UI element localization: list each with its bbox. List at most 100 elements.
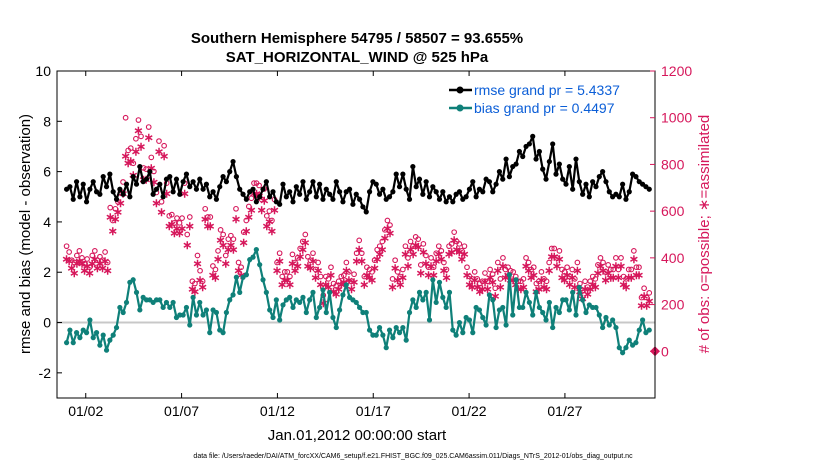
legend: rmse grand pr = 5.4337 bias grand pr = 0… [446, 77, 650, 117]
footer-data-file: data file: /Users/raeder/DAI/ATM_forcXX/… [193, 453, 633, 460]
bias-point [546, 299, 552, 306]
rmse-point [533, 156, 539, 162]
rmse-point [287, 189, 293, 195]
rmse-point [570, 186, 576, 192]
rmse-point [80, 181, 86, 187]
assimilated-obs-point: ∗ [69, 266, 79, 280]
rmse-point [550, 141, 556, 147]
assimilated-obs-point: ∗ [483, 282, 493, 296]
possible-obs-point [343, 259, 350, 266]
rmse-point [187, 184, 193, 190]
possible-obs-point [587, 278, 594, 285]
bias-point [313, 314, 319, 321]
possible-obs-point [161, 142, 167, 149]
rmse-point [323, 186, 329, 192]
rmse-point [73, 179, 80, 185]
possible-obs-point [235, 259, 242, 266]
assimilated-obs-point: ∗ [267, 224, 277, 238]
rmse-point [300, 179, 306, 185]
right-y-axis: 0 200 400 600 800 1000 1200 [650, 63, 692, 359]
bias-point [423, 289, 429, 295]
rmse-point [230, 158, 236, 165]
possible-obs-point [176, 219, 183, 226]
assimilated-obs-point: ∗ [513, 282, 523, 296]
assimilated-obs-point: ∗ [565, 278, 575, 292]
assimilated-obs-point: ∗ [521, 259, 531, 273]
possible-obs-point [204, 214, 211, 220]
rmse-point [123, 181, 130, 187]
possible-obs-point [420, 240, 427, 247]
bias-point [576, 284, 582, 290]
rmse-point [376, 191, 383, 197]
possible-obs-point [107, 204, 114, 211]
assimilated-obs-point: ∗ [547, 250, 557, 264]
bias-point [523, 289, 529, 295]
rmse-point [606, 189, 612, 195]
assimilated-obs-point: ∗ [339, 275, 349, 289]
rmse-point [626, 189, 632, 195]
assimilated-obs-point: ∗ [228, 243, 238, 257]
possible-obs-point [394, 269, 401, 275]
possible-obs-point [284, 269, 291, 275]
assimilated-obs-point: ∗ [77, 257, 87, 271]
bias-point [113, 324, 120, 331]
assimilated-obs-point: ∗ [259, 193, 269, 207]
rmse-point [120, 191, 126, 197]
assimilated-obs-point: ∗ [157, 205, 167, 219]
bias-point [623, 345, 629, 351]
assimilated-obs-point: ∗ [205, 219, 215, 233]
bias-point [290, 304, 296, 311]
possible-obs-point [538, 269, 545, 275]
assimilated-obs-point: ∗ [208, 268, 218, 282]
possible-obs-point [122, 114, 129, 121]
assimilated-obs-point: ∗ [624, 271, 634, 285]
assimilated-obs-point: ∗ [500, 271, 510, 285]
possible-obs-point [448, 240, 455, 247]
bias-point [553, 304, 559, 311]
bias-point [317, 304, 323, 311]
assimilated-obs-point: ∗ [413, 240, 423, 254]
rmse-point [600, 169, 606, 175]
possible-obs-point [299, 238, 306, 245]
assimilated-obs-point: ∗ [331, 287, 341, 301]
bias-point [440, 294, 446, 300]
legend-box [446, 77, 650, 117]
bias-point [267, 307, 273, 313]
bias-point [639, 317, 646, 323]
bias-point [633, 340, 639, 346]
assimilated-obs-point: ∗ [82, 259, 92, 273]
rmse-point [317, 181, 323, 187]
rmse-point [217, 184, 223, 190]
assimilated-obs-point: ∗ [167, 217, 177, 231]
possible-obs-point [192, 280, 198, 287]
possible-obs-point [423, 252, 429, 259]
possible-obs-point [615, 266, 622, 273]
assimilated-obs-point: ∗ [390, 261, 400, 275]
rmse-point [320, 196, 326, 202]
rmse-point [283, 194, 289, 200]
rmse-point [363, 209, 369, 215]
rmse-point [530, 133, 536, 139]
assimilated-obs-point: ∗ [300, 236, 310, 250]
legend-bias-marker [456, 104, 464, 112]
assimilated-obs-point: ∗ [105, 210, 115, 224]
bias-point [526, 299, 532, 306]
possible-obs-point [143, 166, 150, 172]
possible-obs-point [186, 214, 193, 220]
assimilated-obs-point: ∗ [192, 257, 202, 271]
assimilated-obs-point: ∗ [382, 221, 392, 235]
rmse-point [227, 169, 233, 175]
assimilated-obs-point: ∗ [282, 273, 292, 287]
rmse-point [167, 174, 173, 180]
assimilated-obs-point: ∗ [490, 289, 500, 303]
rmse-point [157, 181, 163, 187]
assimilated-obs-point: ∗ [195, 273, 205, 287]
possible-obs-point [625, 266, 632, 273]
assimilated-obs-point: ∗ [411, 238, 421, 252]
rmse-point [350, 201, 356, 207]
rmse-point [403, 186, 409, 192]
bias-point [493, 324, 499, 331]
y-tick-label: 4 [43, 214, 51, 230]
y-tick-label: 8 [43, 113, 51, 129]
assimilated-obs-point: ∗ [177, 221, 187, 235]
